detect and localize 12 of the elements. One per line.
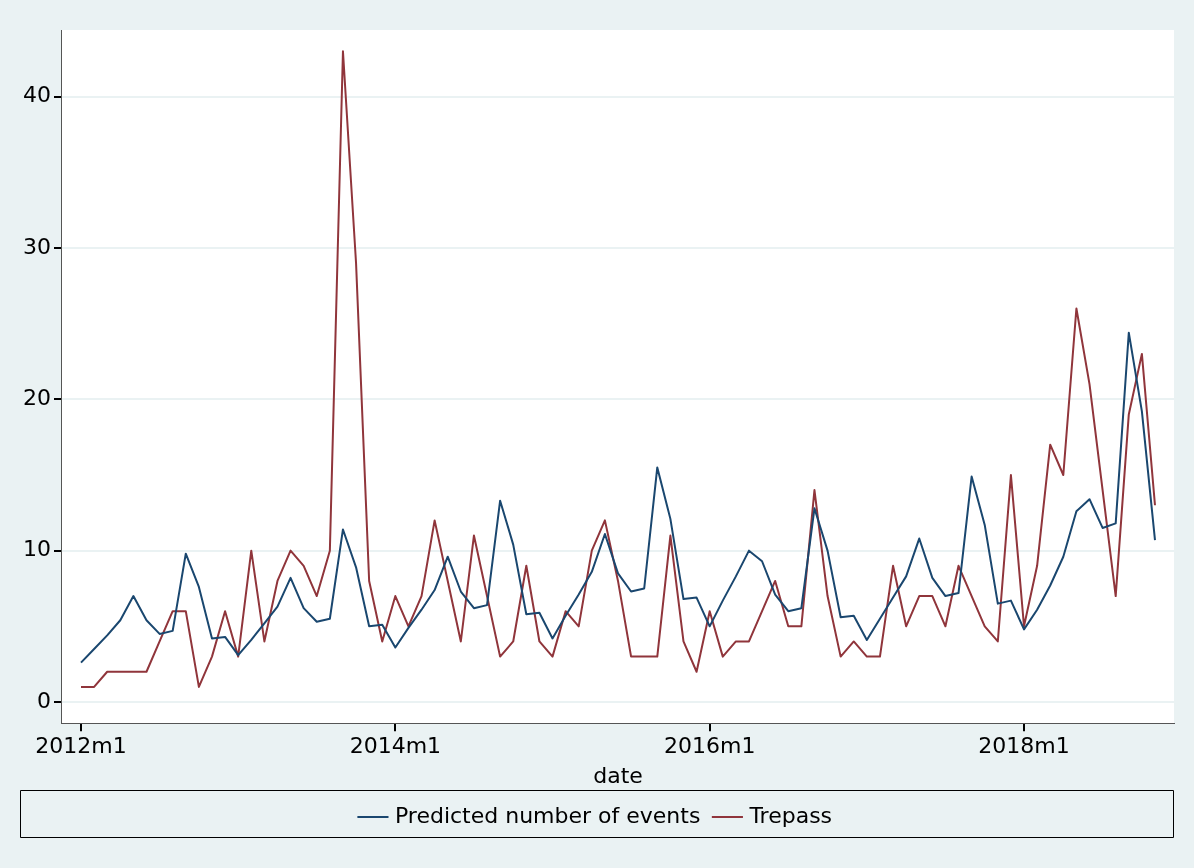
y-tick-label: 30 xyxy=(22,233,51,259)
legend-label: Trepass xyxy=(748,802,833,828)
legend-label: Predicted number of events xyxy=(394,802,701,828)
y-tick-label: 10 xyxy=(22,536,51,562)
x-tick-label: 2012m1 xyxy=(35,733,127,759)
x-tick-label: 2014m1 xyxy=(349,733,442,759)
x-tick-label: 2018m1 xyxy=(978,733,1070,759)
x-axis-title: date xyxy=(593,762,643,788)
y-tick-label: 0 xyxy=(36,687,51,713)
y-tick-label: 40 xyxy=(22,82,51,108)
x-tick-label: 2016m1 xyxy=(663,733,756,759)
y-tick-label: 20 xyxy=(22,385,51,411)
